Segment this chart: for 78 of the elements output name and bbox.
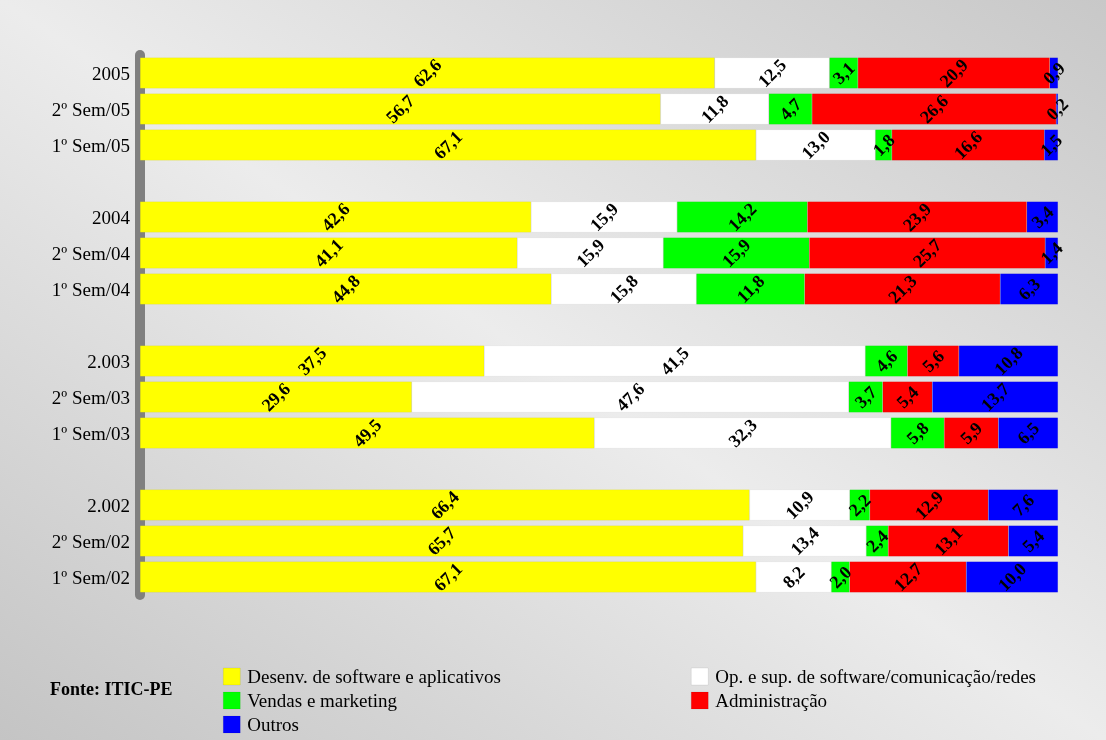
y-tick-label: 1º Sem/02 [51,566,130,588]
data-label: 11,8 [696,91,733,127]
data-label: 11,8 [732,271,769,307]
data-label: 5,8 [902,417,933,449]
data-label: 29,6 [257,378,295,416]
y-tick-label: 1º Sem/04 [51,278,131,300]
data-label: 26,6 [915,90,953,128]
data-label: 25,7 [908,234,946,272]
data-label: 67,1 [429,126,467,164]
y-tick-label: 2º Sem/04 [51,242,131,264]
data-label: 5,4 [1018,525,1049,557]
legend-label: Administração [715,690,828,711]
y-tick-label: 2º Sem/05 [51,98,130,120]
data-label: 14,2 [724,198,761,236]
data-label: 37,5 [293,342,331,380]
data-label: 47,6 [612,378,649,416]
data-label: 23,9 [898,198,936,236]
data-label: 10,8 [990,342,1027,380]
data-label: 12,7 [889,558,927,596]
data-label: 62,6 [409,54,446,92]
legend-label: Desenv. de software e aplicativos [247,666,501,687]
data-label: 6,5 [1013,417,1044,449]
y-tick-label: 2004 [92,206,131,228]
data-label: 0,2 [1042,93,1073,125]
data-label: 2,2 [844,489,875,521]
data-label: 10,0 [993,558,1031,596]
data-label: 10,9 [781,486,818,524]
data-label: 1,4 [1036,237,1067,269]
data-label: 15,9 [572,234,609,272]
data-label: 41,5 [656,342,693,380]
data-label: 32,3 [724,414,761,452]
data-label: 42,6 [317,198,354,236]
data-label: 15,9 [585,198,623,236]
data-label: 15,9 [718,234,755,272]
source-note: Fonte: ITIC-PE [50,679,173,699]
data-label: 13,4 [786,522,823,560]
data-label: 3,7 [850,381,881,413]
data-label: 65,7 [423,522,460,560]
data-label: 7,6 [1008,489,1039,521]
data-label: 1,8 [868,129,899,161]
data-label: 4,7 [775,93,806,125]
y-tick-label: 2.002 [87,494,130,516]
data-label: 12,9 [910,486,948,524]
data-label: 6,3 [1014,273,1045,305]
data-label: 1,5 [1036,129,1067,161]
data-label: 3,4 [1027,201,1058,233]
y-tick-label: 2º Sem/03 [51,386,130,408]
data-label: 13,0 [797,126,834,164]
y-tick-label: 1º Sem/03 [51,422,130,444]
data-label: 2,4 [862,525,893,557]
data-label: 49,5 [349,414,386,452]
y-tick-label: 2.003 [87,350,130,372]
data-label: 13,7 [976,378,1014,416]
data-label: 44,8 [327,270,364,308]
data-label: 5,4 [892,381,923,413]
y-tick-label: 1º Sem/05 [51,134,130,156]
data-label: 15,8 [605,270,642,308]
data-label: 41,1 [310,234,347,272]
data-label: 4,6 [871,345,902,377]
legend-label: Op. e sup. de software/comunicação/redes [715,666,1037,687]
data-label: 56,7 [382,90,419,128]
y-tick-label: 2º Sem/02 [51,530,130,552]
data-label: 5,6 [918,345,949,377]
data-label: 12,5 [753,54,791,92]
legend-label: Vendas e marketing [247,690,398,711]
legend-label: Outros [247,714,299,735]
data-label: 8,2 [778,561,809,593]
data-label: 3,1 [828,57,859,89]
data-label: 21,3 [884,270,921,308]
data-label: 13,1 [930,522,967,560]
data-label: 0,9 [1038,57,1069,89]
data-label: 66,4 [426,486,463,524]
data-label: 5,9 [956,417,987,449]
data-label: 67,1 [429,558,467,596]
y-tick-label: 2005 [92,62,130,84]
data-label: 16,6 [949,126,987,164]
data-label: 20,9 [935,54,973,92]
data-label: 2,0 [825,561,856,593]
